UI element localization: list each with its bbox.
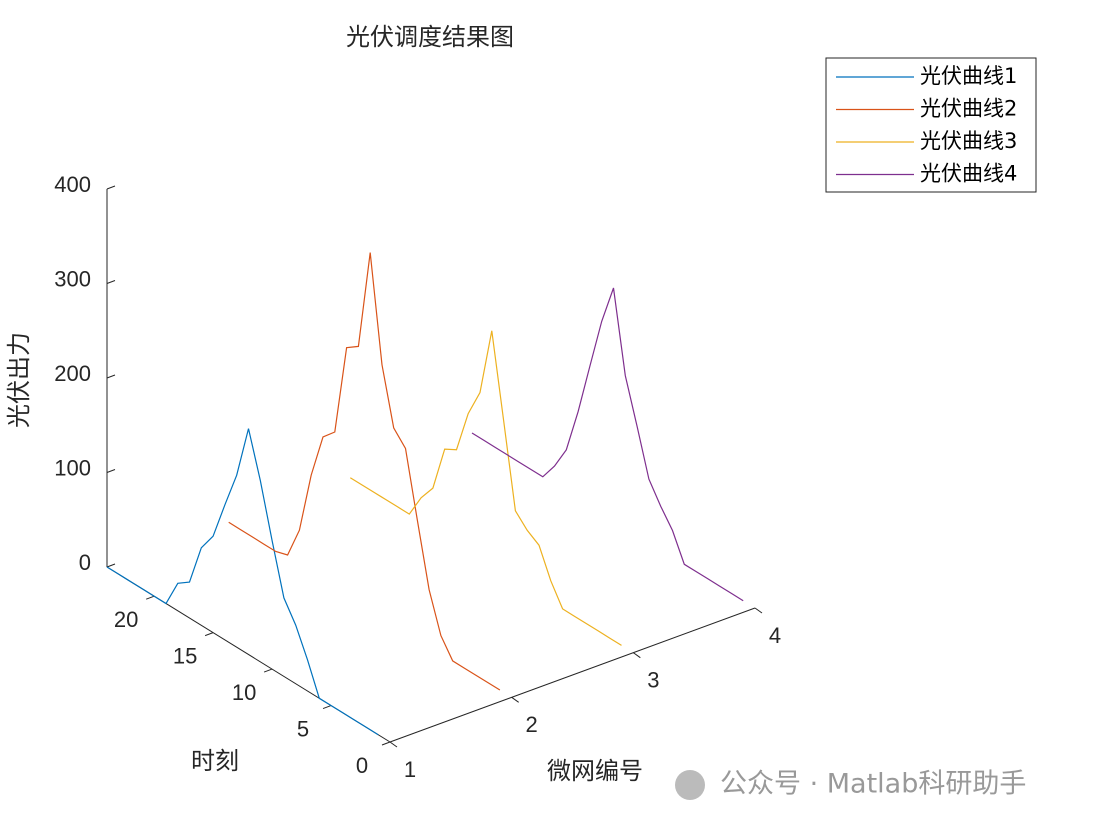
x-tick	[389, 741, 398, 748]
legend-label: 光伏曲线4	[920, 162, 1017, 186]
series-line	[106, 428, 379, 736]
watermark: 公众号 · Matlab科研助手	[720, 769, 1026, 800]
x-tick-label: 4	[769, 623, 781, 648]
y-tick	[204, 632, 214, 637]
z-tick	[106, 469, 116, 473]
y-tick	[145, 595, 155, 600]
y-tick	[322, 705, 332, 710]
z-axis-label: 光伏出力	[5, 332, 33, 428]
legend-label: 光伏曲线1	[920, 64, 1017, 88]
z-tick-label: 400	[54, 172, 91, 197]
watermark-icon	[675, 770, 705, 800]
y-tick-label: 20	[114, 607, 138, 632]
chart-title: 光伏调度结果图	[346, 23, 514, 51]
y-tick	[263, 668, 273, 673]
legend-label: 光伏曲线2	[920, 97, 1017, 121]
x-tick-label: 3	[647, 667, 659, 692]
x-tick	[511, 696, 519, 703]
x-axis-label: 微网编号	[547, 757, 643, 785]
z-tick-label: 100	[54, 455, 91, 480]
y-axis-label: 时刻	[191, 747, 239, 775]
z-tick-label: 300	[54, 266, 91, 291]
y-tick-label: 10	[232, 680, 256, 705]
z-tick-label: 200	[54, 361, 91, 386]
x-tick-label: 1	[404, 757, 416, 782]
legend-box	[825, 57, 1037, 193]
y-tick-label: 5	[297, 716, 309, 741]
legend-label: 光伏曲线3	[920, 129, 1017, 153]
z-tick	[106, 374, 116, 379]
series-line	[349, 330, 622, 646]
x-tick	[754, 607, 763, 614]
y-tick	[381, 741, 391, 746]
x-tick-label: 2	[526, 712, 538, 737]
series-line	[228, 252, 501, 691]
y-tick-label: 15	[173, 643, 197, 668]
z-tick	[106, 185, 116, 190]
z-tick	[106, 280, 116, 284]
x-axis	[389, 607, 756, 743]
series-line	[471, 287, 744, 602]
x-tick	[633, 652, 641, 659]
z-tick-label: 0	[79, 550, 91, 575]
y-tick-label: 0	[356, 753, 368, 778]
z-tick	[106, 563, 116, 568]
